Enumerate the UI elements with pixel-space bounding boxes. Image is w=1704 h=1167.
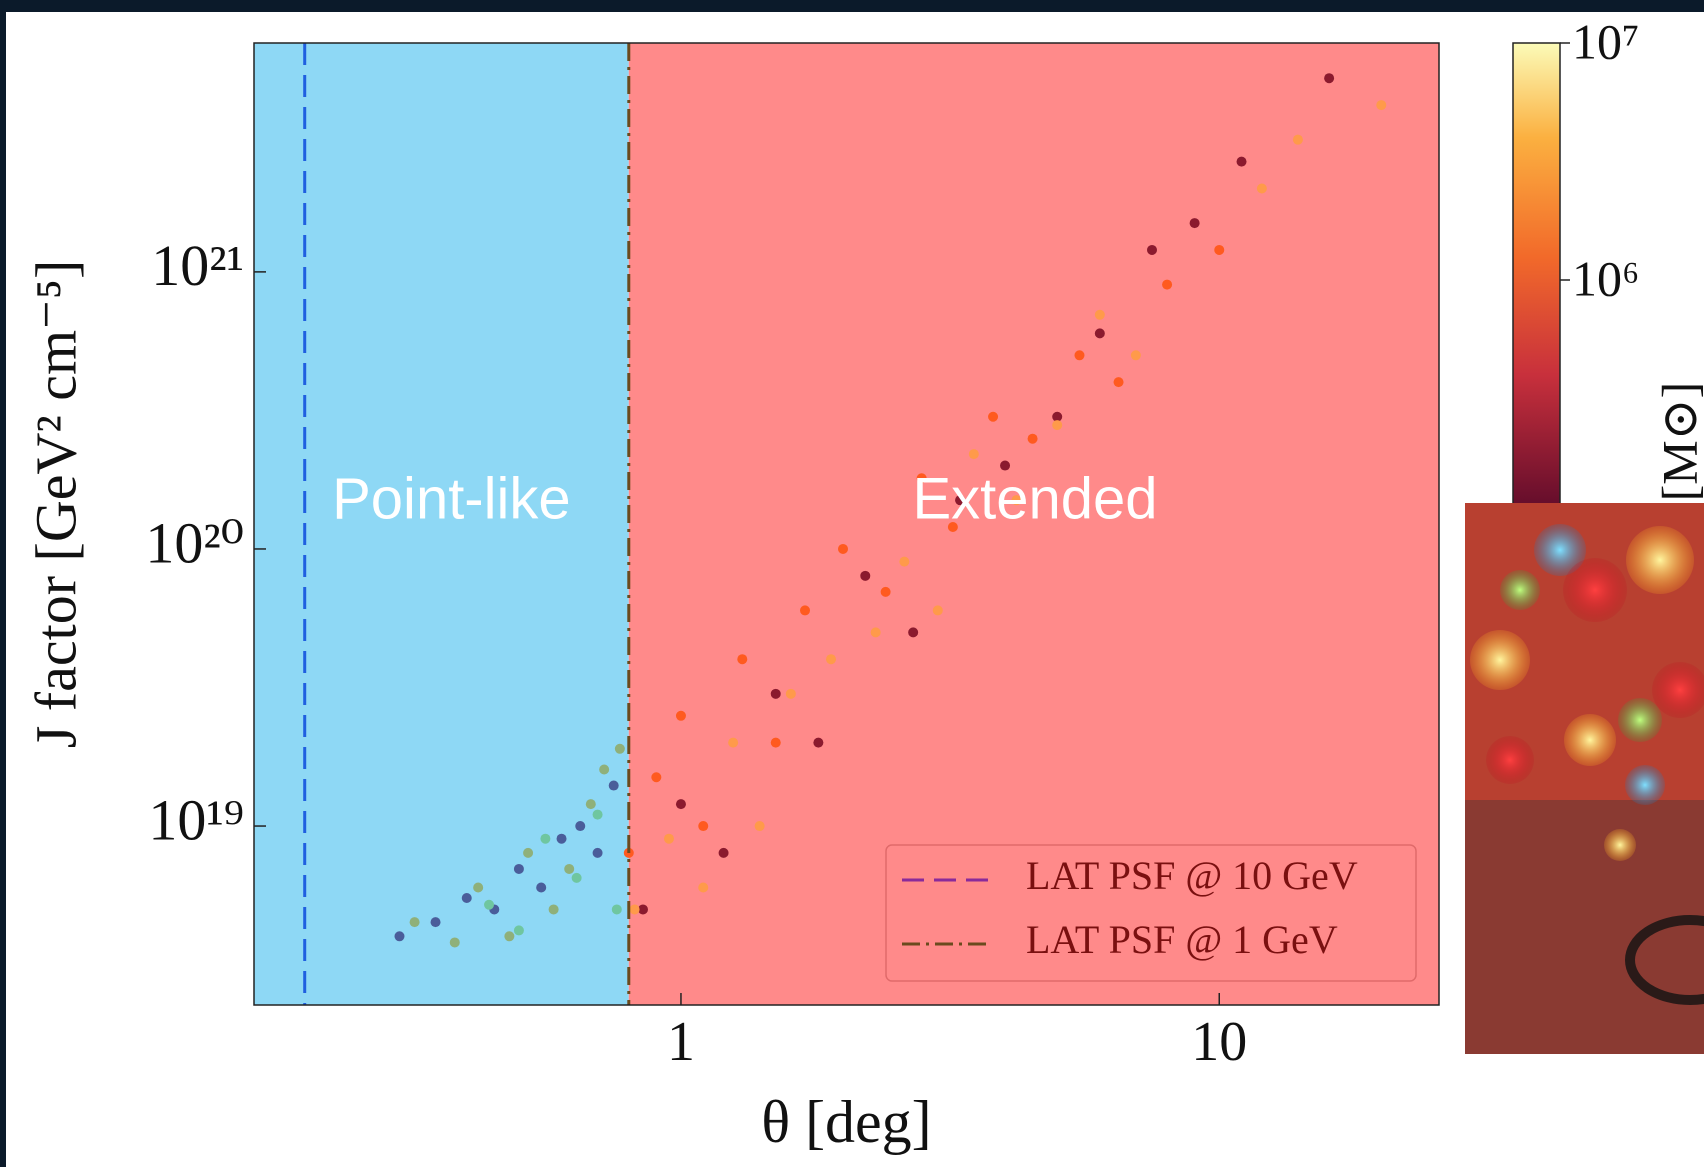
plot-frame — [253, 42, 1440, 1006]
scatter-point — [523, 847, 534, 858]
scatter-point — [754, 821, 765, 832]
scatter-point — [540, 833, 551, 844]
scatter-point — [556, 833, 567, 844]
scatter-point — [770, 688, 781, 699]
scatter-point — [536, 882, 547, 893]
scatter-point — [1146, 244, 1157, 255]
scatter-point — [860, 570, 871, 581]
x-axis-label: θ [deg] — [761, 1089, 931, 1155]
scatter-point — [880, 586, 891, 597]
scatter-point — [955, 495, 966, 506]
scatter-point — [611, 904, 622, 915]
scatter-point — [592, 809, 603, 820]
scatter-point — [461, 892, 472, 903]
scatter-point — [513, 863, 524, 874]
scatter-point — [513, 925, 524, 936]
scatter-point — [916, 473, 927, 484]
scatter-point — [675, 799, 686, 810]
scatter-point — [504, 931, 515, 942]
scatter-point — [614, 743, 625, 754]
scatter-point — [737, 654, 748, 665]
scatter-point — [1052, 420, 1063, 431]
scatter-point — [571, 872, 582, 883]
scatter-point — [585, 799, 596, 810]
y-tick-label: 10²⁰ — [145, 510, 244, 575]
region-label: Extended — [912, 466, 1157, 531]
scatter-point — [698, 882, 709, 893]
scatter-point — [409, 917, 420, 928]
scatter-point — [1052, 411, 1063, 422]
scatter-point — [899, 556, 910, 567]
scatter-point — [728, 737, 739, 748]
scatter-point — [663, 833, 674, 844]
scatter-point — [1130, 350, 1141, 361]
scatter-point — [837, 543, 848, 554]
legend-box — [885, 844, 1417, 982]
scatter-point — [770, 737, 781, 748]
legend-label: LAT PSF @ 1 GeV — [1026, 917, 1338, 962]
scatter-point — [575, 821, 586, 832]
region — [254, 43, 629, 1005]
scatter-point — [637, 904, 648, 915]
scatter-point — [1074, 350, 1085, 361]
scatter-point — [1162, 279, 1173, 290]
scatter-point — [592, 847, 603, 858]
scatter-point — [599, 764, 610, 775]
scatter-point — [548, 904, 559, 915]
y-axis-label: J factor [GeV² cm⁻⁵] — [23, 260, 88, 749]
scatter-point — [1113, 377, 1124, 388]
scatter-point — [1236, 156, 1247, 167]
scatter-point — [947, 522, 958, 533]
scatter-point — [785, 688, 796, 699]
scatter-point — [1292, 134, 1303, 145]
colorbar-tick-label: 10⁷ — [1572, 13, 1639, 69]
colorbar-tick-label: 10⁶ — [1572, 250, 1639, 306]
region-label: Point-like — [332, 466, 571, 531]
scatter-point — [826, 654, 837, 665]
scatter-point — [813, 737, 824, 748]
scatter-point — [651, 772, 662, 783]
colorbar — [1512, 42, 1561, 518]
scatter-point — [564, 863, 575, 874]
scatter-point — [1000, 460, 1011, 471]
scatter-point — [1189, 218, 1200, 229]
photo — [1465, 503, 1704, 1054]
scatter-point — [1256, 183, 1267, 194]
scatter-point — [1011, 495, 1022, 506]
scatter-point — [932, 605, 943, 616]
x-tick-label: 10 — [1191, 1011, 1247, 1073]
scatter-point — [698, 821, 709, 832]
scatter-point — [908, 627, 919, 638]
scatter-point — [1094, 328, 1105, 339]
scatter-point — [629, 904, 640, 915]
scatter-point — [870, 627, 881, 638]
scatter-point — [718, 847, 729, 858]
x-tick-label: 1 — [667, 1011, 695, 1073]
scatter-point — [1324, 73, 1335, 84]
scatter-point — [1094, 309, 1105, 320]
scatter-point — [484, 899, 495, 910]
scatter-point — [800, 605, 811, 616]
legend-label: LAT PSF @ 10 GeV — [1026, 853, 1358, 898]
scatter-point — [430, 917, 441, 928]
scatter-point — [1027, 433, 1038, 444]
scatter-point — [675, 710, 686, 721]
scatter-point — [473, 882, 484, 893]
y-tick-label: 10²¹ — [151, 233, 244, 298]
scatter-point — [608, 780, 619, 791]
scatter-point — [394, 931, 405, 942]
y-tick-label: 10¹⁹ — [148, 787, 244, 852]
scatter-point — [968, 449, 979, 460]
scatter-point — [1214, 244, 1225, 255]
scatter-point — [1376, 100, 1387, 111]
scatter-point — [988, 411, 999, 422]
plot: Point-like Extended 1 10 10¹⁹ 10²⁰ 10²¹ θ [deg]… — [23, 42, 1440, 1155]
scatter-point — [449, 937, 460, 948]
